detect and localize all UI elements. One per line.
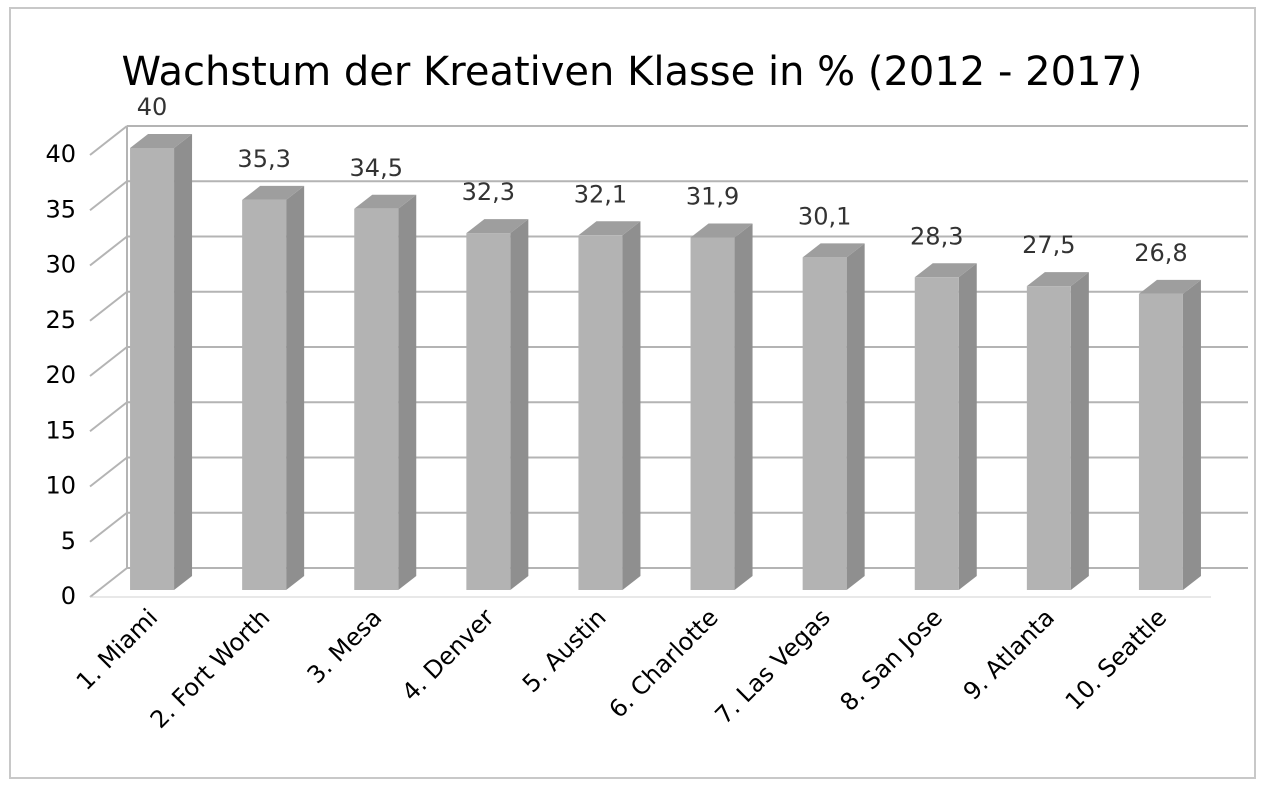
y-tick-label: 40	[45, 140, 76, 168]
bar-side	[510, 219, 529, 590]
bar-top	[130, 134, 193, 148]
y-tick-label: 30	[45, 251, 76, 279]
y-tick-label: 15	[45, 416, 76, 444]
bar-side	[1070, 272, 1089, 590]
bar	[354, 208, 399, 590]
bar-top	[1138, 279, 1201, 294]
y-tick-label: 25	[45, 306, 76, 334]
bar	[242, 199, 287, 590]
bar	[578, 235, 623, 591]
bar-side	[622, 221, 641, 591]
bar	[914, 277, 959, 590]
grid-diagonal	[89, 346, 128, 377]
value-label: 32,3	[462, 178, 515, 206]
bar	[1138, 293, 1183, 590]
bar	[130, 148, 175, 590]
grid-diagonal	[89, 125, 128, 156]
grid-diagonal	[89, 456, 128, 488]
y-tick-label: 35	[45, 195, 76, 223]
bar-top	[242, 185, 305, 200]
grid-diagonal	[89, 567, 128, 598]
bar	[466, 233, 511, 590]
value-label: 28,3	[910, 222, 963, 250]
y-tick-label: 5	[61, 527, 76, 555]
chart-title: Wachstum der Kreativen Klasse in % (2012…	[121, 49, 1142, 95]
bar	[802, 257, 847, 590]
value-label: 31,9	[686, 183, 739, 211]
bar-side	[398, 194, 417, 590]
bar-side	[734, 223, 753, 590]
grid-diagonal	[89, 290, 128, 322]
bar-top	[578, 221, 641, 236]
value-label: 35,3	[237, 145, 290, 173]
grid-diagonal	[89, 180, 128, 212]
bar-top	[354, 194, 417, 209]
bar-top	[466, 219, 529, 234]
grid-diagonal	[89, 401, 128, 433]
value-label: 32,1	[574, 180, 627, 208]
value-label: 30,1	[798, 202, 851, 230]
bar	[1026, 286, 1071, 590]
value-label: 34,5	[350, 154, 403, 182]
value-label: 40	[137, 93, 168, 121]
bar-top	[914, 263, 977, 278]
bar-top	[690, 223, 753, 238]
value-label: 27,5	[1022, 231, 1075, 259]
y-tick-label: 20	[45, 361, 76, 389]
bar-side	[1182, 279, 1201, 590]
bar-top	[1026, 272, 1089, 287]
bar-side	[958, 263, 977, 590]
bar-side	[846, 243, 865, 590]
bar	[690, 237, 735, 590]
bar-side	[174, 134, 193, 590]
grid-diagonal	[89, 511, 128, 543]
value-label: 26,8	[1134, 239, 1187, 267]
y-tick-label: 0	[61, 582, 76, 610]
bar-top	[802, 243, 865, 258]
bar-side	[286, 185, 305, 590]
grid-diagonal	[89, 235, 128, 267]
y-tick-label: 10	[45, 472, 76, 500]
